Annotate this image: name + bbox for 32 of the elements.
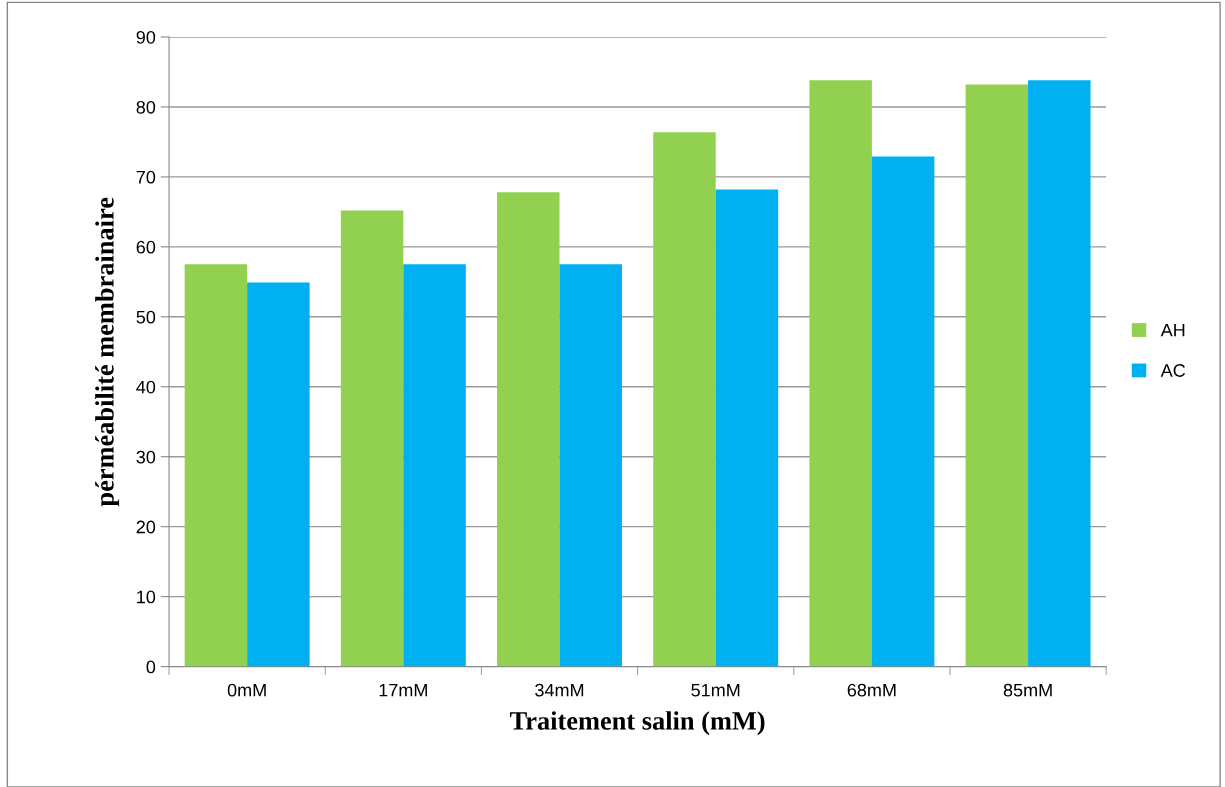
bar — [184, 264, 248, 667]
y-tick-label: 40 — [136, 380, 156, 394]
x-tick-label: 34mM — [535, 683, 584, 697]
y-tick-label: 90 — [136, 30, 156, 44]
bar — [715, 189, 779, 667]
y-axis-title: pérméabilité membrainaire — [95, 197, 120, 507]
x-tick-label: 51mM — [691, 683, 740, 697]
legend-label: AH — [1160, 323, 1185, 337]
bar — [497, 192, 560, 667]
bar — [340, 210, 404, 667]
bar — [809, 80, 872, 667]
bar — [247, 282, 310, 667]
y-tick-label: 70 — [136, 170, 156, 184]
bar — [653, 132, 716, 667]
y-tick-label: 60 — [136, 240, 156, 254]
x-axis-title: Traitement salin (mM) — [510, 711, 765, 736]
bar — [559, 264, 622, 667]
x-tick-label: 68mM — [847, 683, 896, 697]
y-tick-label: 10 — [137, 590, 156, 604]
bar — [965, 84, 1029, 667]
legend-label: AC — [1160, 364, 1186, 377]
bar — [871, 156, 935, 667]
y-tick-label: 30 — [136, 450, 156, 464]
x-tick-label: 17mM — [379, 683, 427, 697]
bar — [1028, 80, 1091, 667]
y-tick-label: 0 — [146, 660, 156, 674]
bar — [403, 264, 466, 667]
y-tick-label: 50 — [136, 310, 156, 324]
x-tick-label: 85mM — [1003, 683, 1052, 697]
y-tick-label: 80 — [136, 100, 156, 114]
y-tick-label: 20 — [136, 520, 156, 534]
x-tick-label: 0mM — [227, 683, 266, 697]
